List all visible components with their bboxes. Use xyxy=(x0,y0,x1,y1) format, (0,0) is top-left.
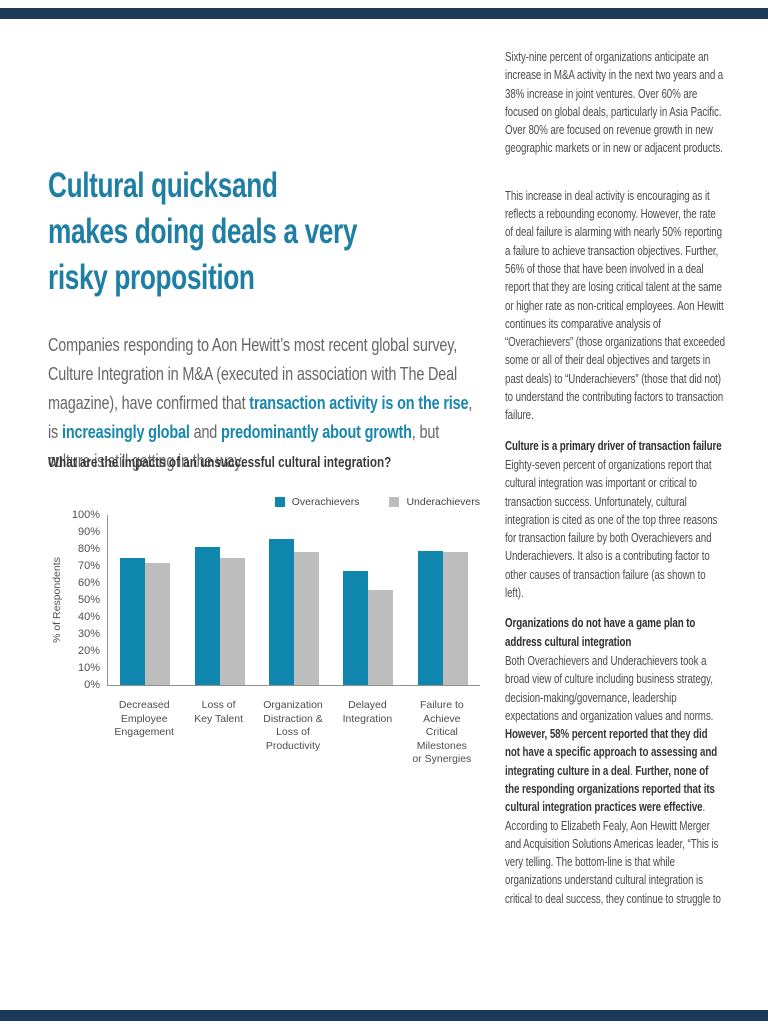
legend-item: Underachievers xyxy=(389,496,480,508)
category-label-line: Milestones xyxy=(416,739,467,752)
category-label: Failure to Achieve Critical Milestones or Sy… xyxy=(405,699,479,767)
category-label-line: Decreased xyxy=(118,699,170,711)
page-title-line: Cultural quicksand xyxy=(48,166,278,205)
text-segment: , is xyxy=(48,391,473,442)
y-tick-label: 60% xyxy=(77,577,100,589)
x-axis-category-labels: Decreased Employee Engagement Loss of Key Ta… xyxy=(107,699,479,767)
legend-label: Underachievers xyxy=(406,496,480,508)
legend-swatch-icon xyxy=(274,497,285,507)
category-label: Loss of Key Talent xyxy=(181,699,255,767)
intro-paragraph: Companies responding to Aon Hewitt’s mos… xyxy=(48,330,485,475)
right-section-heading: Culture is a primary driver of transacti… xyxy=(505,438,722,453)
right-paragraph: Both Overachievers and Underachievers to… xyxy=(505,652,725,908)
bar-group xyxy=(182,515,256,685)
text-segment: increasingly global xyxy=(61,420,190,442)
page-title: Cultural quicksand makes doing deals a v… xyxy=(48,163,357,301)
bar-overachievers xyxy=(417,550,443,685)
text-segment: predominantly about growth xyxy=(221,420,412,442)
bottom-edge-bar xyxy=(0,1010,768,1021)
bar-underachievers xyxy=(442,552,468,685)
category-label-line: Loss of xyxy=(276,726,310,738)
text-segment: Both Overachievers and Underachievers to… xyxy=(505,653,714,723)
bar-underachievers xyxy=(219,557,245,685)
right-paragraph: Eighty-seven percent of organizations re… xyxy=(505,456,725,602)
bar-overachievers xyxy=(343,571,369,685)
category-label-line: Delayed xyxy=(348,699,387,711)
y-tick-label: 90% xyxy=(77,526,100,538)
y-tick-label: 10% xyxy=(77,662,100,674)
bar-underachievers xyxy=(294,552,320,685)
category-label-line: Achieve xyxy=(423,712,461,725)
impacts-chart: What are the impacts of an unsuccessful … xyxy=(48,452,480,782)
bar-group xyxy=(331,515,405,685)
category-label: Delayed Integration xyxy=(330,699,404,767)
chart-title: What are the impacts of an unsuccessful … xyxy=(48,454,392,471)
bar-group xyxy=(257,515,331,685)
text-segment: . xyxy=(630,763,636,778)
right-paragraph: Sixty-nine percent of organizations anti… xyxy=(505,48,725,158)
text-segment: Eighty-seven percent of organizations re… xyxy=(505,457,718,601)
text-segment: Further, none of the responding organiza… xyxy=(505,763,715,815)
top-edge-bar xyxy=(0,8,768,19)
y-tick-label: 0% xyxy=(84,679,100,691)
bar-overachievers xyxy=(269,538,295,685)
text-segment: However, 58% percent reported that they … xyxy=(505,727,718,778)
y-tick-label: 30% xyxy=(77,628,100,640)
category-label-line: Loss of xyxy=(201,699,236,711)
category-label-line: Organization xyxy=(263,699,323,711)
bar-underachievers xyxy=(145,562,171,685)
y-tick-label: 100% xyxy=(71,509,100,521)
y-tick-label: 20% xyxy=(77,645,100,657)
text-segment: Sixty-nine percent of organizations anti… xyxy=(505,50,724,156)
category-label-line: Engagement xyxy=(114,726,174,738)
text-segment: and xyxy=(189,420,222,442)
page-title-line: risky proposition xyxy=(48,258,255,297)
category-label-line: Failure to xyxy=(419,699,464,711)
text-segment: , but culture is still getting in the wa… xyxy=(48,420,440,471)
category-label-line: Distraction & xyxy=(263,712,323,725)
right-paragraph: This increase in deal activity is encour… xyxy=(505,187,725,425)
right-column: Sixty-nine percent of organizations anti… xyxy=(505,48,725,920)
y-tick-label: 50% xyxy=(77,594,100,606)
bar-underachievers xyxy=(368,589,394,685)
page-title-line: makes doing deals a very xyxy=(48,212,358,251)
text-segment: This increase in deal activity is encour… xyxy=(505,188,725,423)
category-label-line: Productivity xyxy=(265,739,321,752)
category-label-line: or Synergies xyxy=(412,753,472,765)
bar-group xyxy=(108,515,182,685)
legend-swatch-icon xyxy=(389,497,400,507)
category-label: Organization Distraction & Loss of Producti… xyxy=(256,699,330,767)
legend-item: Overachievers xyxy=(274,496,360,508)
y-tick-label: 70% xyxy=(77,560,100,572)
category-label-line: Employee xyxy=(120,712,168,725)
chart-plot-area xyxy=(107,515,480,686)
bar-overachievers xyxy=(120,557,146,685)
bar-group xyxy=(406,515,480,685)
right-section-heading: Organizations do not have a game plan to… xyxy=(505,616,696,649)
text-segment: Companies responding to Aon Hewitt’s mos… xyxy=(48,333,458,413)
category-label: Decreased Employee Engagement xyxy=(107,699,181,767)
legend-label: Overachievers xyxy=(291,496,360,508)
category-label-line: Critical xyxy=(425,726,458,738)
y-tick-label: 40% xyxy=(77,611,100,623)
category-label-line: Integration xyxy=(342,712,393,725)
category-label-line: Key Talent xyxy=(194,712,244,725)
y-tick-label: 80% xyxy=(77,543,100,555)
chart-legend: Overachievers Underachievers xyxy=(274,496,480,508)
text-segment: . According to Elizabeth Fealy, Aon Hewi… xyxy=(505,800,721,906)
bar-overachievers xyxy=(194,547,220,685)
text-segment: transaction activity is on the rise xyxy=(249,391,469,413)
